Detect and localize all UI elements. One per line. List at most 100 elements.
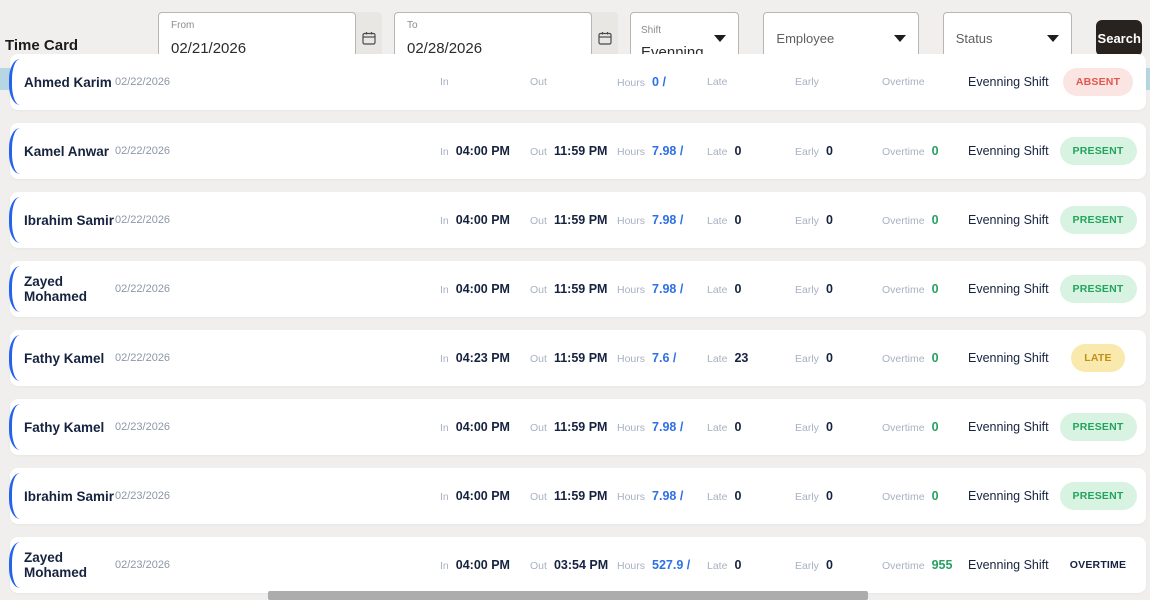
in-value: 04:00 PM xyxy=(455,213,510,227)
to-calendar-button[interactable] xyxy=(592,12,618,64)
out-label: Out xyxy=(530,353,547,365)
status-badge: PRESENT xyxy=(1059,206,1137,234)
shift-label: Shift xyxy=(641,25,662,36)
overtime-value: 0 xyxy=(931,351,939,365)
timecard-row[interactable]: Ibrahim Samir 02/22/2026 In 04:00 PM Out… xyxy=(9,192,1146,248)
overtime-value: 0 xyxy=(931,282,939,296)
row-date: 02/23/2026 xyxy=(115,490,171,502)
overtime-label: Overtime xyxy=(882,422,925,434)
overtime-label: Overtime xyxy=(882,353,925,365)
out-value: 11:59 PM xyxy=(553,282,608,296)
hours-label: Hours xyxy=(617,422,646,434)
status-badge: ABSENT xyxy=(1062,68,1134,96)
shift-name: Evenning Shift xyxy=(968,489,1049,503)
in-label: In xyxy=(440,560,449,572)
calendar-icon xyxy=(362,32,376,45)
in-label: In xyxy=(440,491,449,503)
row-date: 02/22/2026 xyxy=(115,352,171,364)
early-label: Early xyxy=(795,215,819,227)
employee-name: Ahmed Karim xyxy=(24,74,112,90)
search-button[interactable]: Search xyxy=(1096,20,1142,56)
row-accent-bracket xyxy=(9,335,20,381)
late-value: 0 xyxy=(734,282,742,296)
timecard-row[interactable]: Fathy Kamel 02/22/2026 In 04:23 PM Out 1… xyxy=(9,330,1146,386)
shift-name: Evenning Shift xyxy=(968,213,1049,227)
late-value: 0 xyxy=(734,420,742,434)
overtime-label: Overtime xyxy=(882,146,925,158)
early-value: 0 xyxy=(825,282,833,296)
hours-value: 527.9 / xyxy=(652,558,691,572)
hours-label: Hours xyxy=(617,560,646,572)
early-label: Early xyxy=(795,146,819,158)
hours-label: Hours xyxy=(617,77,646,89)
late-label: Late xyxy=(707,76,728,88)
early-label: Early xyxy=(795,422,819,434)
row-date: 02/22/2026 xyxy=(115,145,171,157)
status-badge: OVERTIME xyxy=(1069,559,1127,571)
employee-placeholder: Employee xyxy=(776,30,835,46)
shift-name: Evenning Shift xyxy=(968,282,1049,296)
out-label: Out xyxy=(530,146,547,158)
shift-name: Evenning Shift xyxy=(968,420,1049,434)
chevron-down-icon xyxy=(714,35,727,42)
hours-value: 7.98 / xyxy=(652,420,684,434)
calendar-icon xyxy=(598,32,612,45)
overtime-label: Overtime xyxy=(882,76,925,88)
row-accent-bracket xyxy=(9,128,20,174)
hours-label: Hours xyxy=(617,491,646,503)
in-value: 04:00 PM xyxy=(455,282,510,296)
late-label: Late xyxy=(707,353,728,365)
early-value: 0 xyxy=(825,558,833,572)
timecard-row[interactable]: Zayed Mohamed 02/23/2026 In 04:00 PM Out… xyxy=(9,537,1146,593)
horizontal-scrollbar-thumb[interactable] xyxy=(268,591,868,600)
employee-name: Zayed Mohamed xyxy=(24,274,88,304)
hours-label: Hours xyxy=(617,284,646,296)
row-accent-bracket xyxy=(9,266,20,312)
from-calendar-button[interactable] xyxy=(356,12,382,64)
late-label: Late xyxy=(707,146,728,158)
hours-value: 7.98 / xyxy=(652,213,684,227)
hours-value: 7.98 / xyxy=(652,282,684,296)
early-label: Early xyxy=(795,353,819,365)
timecard-row[interactable]: Zayed Mohamed 02/22/2026 In 04:00 PM Out… xyxy=(9,261,1146,317)
in-label: In xyxy=(440,146,449,158)
out-label: Out xyxy=(530,76,547,88)
in-label: In xyxy=(440,76,449,88)
timecard-row[interactable]: Fathy Kamel 02/23/2026 In 04:00 PM Out 1… xyxy=(9,399,1146,455)
late-value: 0 xyxy=(734,213,742,227)
timecard-row[interactable]: Ibrahim Samir 02/23/2026 In 04:00 PM Out… xyxy=(9,468,1146,524)
late-label: Late xyxy=(707,560,728,572)
from-date-label: From xyxy=(171,20,195,31)
late-value: 0 xyxy=(734,144,742,158)
row-accent-bracket xyxy=(9,197,20,243)
row-accent-bracket xyxy=(9,542,20,588)
late-label: Late xyxy=(707,215,728,227)
from-date-value: 02/21/2026 xyxy=(171,40,247,57)
in-value: 04:23 PM xyxy=(455,351,510,365)
chevron-down-icon xyxy=(1047,35,1060,42)
out-value: 11:59 PM xyxy=(553,489,608,503)
status-badge: PRESENT xyxy=(1059,275,1137,303)
overtime-label: Overtime xyxy=(882,560,925,572)
row-accent-bracket xyxy=(9,59,20,105)
employee-name: Fathy Kamel xyxy=(24,419,105,435)
timecard-row[interactable]: Ahmed Karim 02/22/2026 In Out Hours 0 / … xyxy=(9,54,1146,110)
status-badge: PRESENT xyxy=(1059,482,1137,510)
timecard-row[interactable]: Kamel Anwar 02/22/2026 In 04:00 PM Out 1… xyxy=(9,123,1146,179)
out-value: 11:59 PM xyxy=(553,420,608,434)
in-label: In xyxy=(440,215,449,227)
early-value: 0 xyxy=(825,144,833,158)
late-value: 0 xyxy=(734,558,742,572)
early-label: Early xyxy=(795,491,819,503)
early-label: Early xyxy=(795,560,819,572)
late-label: Late xyxy=(707,284,728,296)
hours-label: Hours xyxy=(617,353,646,365)
employee-name: Zayed Mohamed xyxy=(24,550,88,580)
to-date-value: 02/28/2026 xyxy=(407,40,483,57)
overtime-value: 0 xyxy=(931,420,939,434)
in-label: In xyxy=(440,353,449,365)
early-value: 0 xyxy=(825,420,833,434)
in-value: 04:00 PM xyxy=(455,144,510,158)
in-value: 04:00 PM xyxy=(455,420,510,434)
row-accent-bracket xyxy=(9,404,20,450)
